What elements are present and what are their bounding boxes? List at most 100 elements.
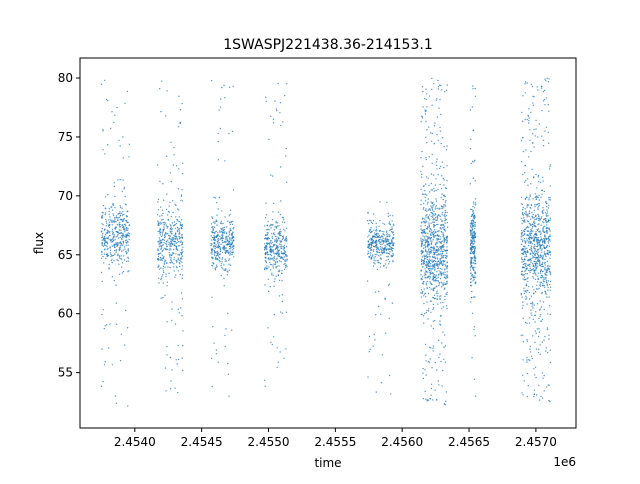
data-point	[122, 179, 124, 181]
data-point	[524, 248, 527, 250]
data-point	[111, 206, 113, 208]
data-point	[540, 306, 543, 308]
data-point	[548, 239, 550, 241]
data-point	[531, 251, 533, 253]
data-point	[524, 221, 526, 223]
data-point	[388, 239, 390, 241]
data-point	[264, 249, 266, 251]
data-point	[446, 265, 448, 267]
data-point	[535, 376, 537, 379]
data-point	[169, 388, 172, 390]
data-point	[221, 239, 224, 241]
data-point	[265, 251, 267, 254]
data-point	[108, 267, 110, 269]
data-point	[166, 225, 168, 228]
data-point	[433, 223, 435, 226]
data-point	[436, 246, 439, 248]
data-point	[119, 360, 122, 362]
data-point	[427, 399, 430, 401]
data-point	[125, 260, 128, 263]
data-point	[431, 153, 433, 156]
data-point	[378, 261, 380, 264]
data-point	[181, 274, 184, 276]
data-point	[180, 292, 183, 294]
data-point	[220, 230, 222, 233]
data-point	[422, 266, 424, 268]
data-point	[430, 394, 432, 396]
data-point	[225, 328, 227, 330]
data-point	[160, 267, 162, 269]
data-point	[427, 236, 429, 238]
data-point	[524, 290, 527, 292]
data-point	[545, 253, 547, 255]
data-point	[521, 222, 523, 225]
data-point	[522, 208, 524, 211]
data-point	[392, 223, 395, 225]
data-point	[539, 353, 541, 355]
data-point	[548, 204, 550, 206]
data-point	[443, 225, 445, 227]
data-point	[426, 287, 428, 289]
data-point	[111, 261, 114, 264]
data-point	[170, 259, 172, 261]
data-point	[523, 260, 525, 263]
data-point	[211, 217, 214, 219]
data-point	[268, 253, 270, 256]
data-point	[107, 236, 110, 238]
data-point	[388, 235, 390, 238]
data-point	[272, 122, 275, 124]
data-point	[283, 252, 286, 255]
data-point	[104, 228, 106, 231]
data-point	[428, 262, 430, 265]
data-point	[110, 255, 112, 258]
data-point	[169, 238, 172, 240]
data-point	[166, 262, 168, 265]
data-point	[156, 214, 159, 216]
data-point	[104, 214, 106, 216]
data-point	[470, 263, 472, 266]
data-point	[366, 280, 369, 282]
data-point	[531, 168, 533, 171]
data-point	[423, 257, 426, 260]
data-point	[107, 238, 109, 240]
data-point	[432, 233, 434, 235]
data-point	[435, 399, 438, 401]
data-point	[425, 282, 428, 284]
data-point	[215, 236, 218, 238]
data-point	[272, 233, 275, 235]
data-point	[268, 138, 270, 140]
data-point	[384, 244, 386, 246]
data-point	[162, 270, 165, 272]
data-point	[269, 259, 271, 261]
data-point	[421, 230, 424, 232]
data-point	[271, 258, 273, 260]
data-point	[121, 207, 123, 209]
data-point	[180, 241, 182, 243]
data-point	[523, 221, 525, 223]
data-point	[268, 257, 270, 259]
data-point	[174, 227, 177, 229]
data-point	[525, 212, 527, 214]
data-point	[425, 216, 427, 218]
data-point	[122, 243, 125, 245]
data-point	[106, 248, 108, 251]
data-point	[433, 221, 435, 223]
data-point	[436, 230, 439, 232]
data-point	[424, 190, 426, 192]
data-point	[128, 270, 130, 272]
data-point	[178, 253, 180, 256]
data-point	[547, 351, 549, 354]
data-point	[213, 242, 215, 245]
data-point	[423, 288, 425, 290]
data-point	[443, 403, 446, 405]
data-point	[119, 236, 122, 238]
data-point	[368, 247, 370, 249]
data-point	[390, 254, 392, 256]
data-point	[520, 334, 522, 336]
data-point	[174, 276, 176, 278]
data-point	[422, 90, 424, 93]
data-point	[544, 258, 546, 261]
data-point	[283, 244, 285, 247]
data-point	[221, 210, 223, 212]
data-point	[111, 111, 113, 113]
